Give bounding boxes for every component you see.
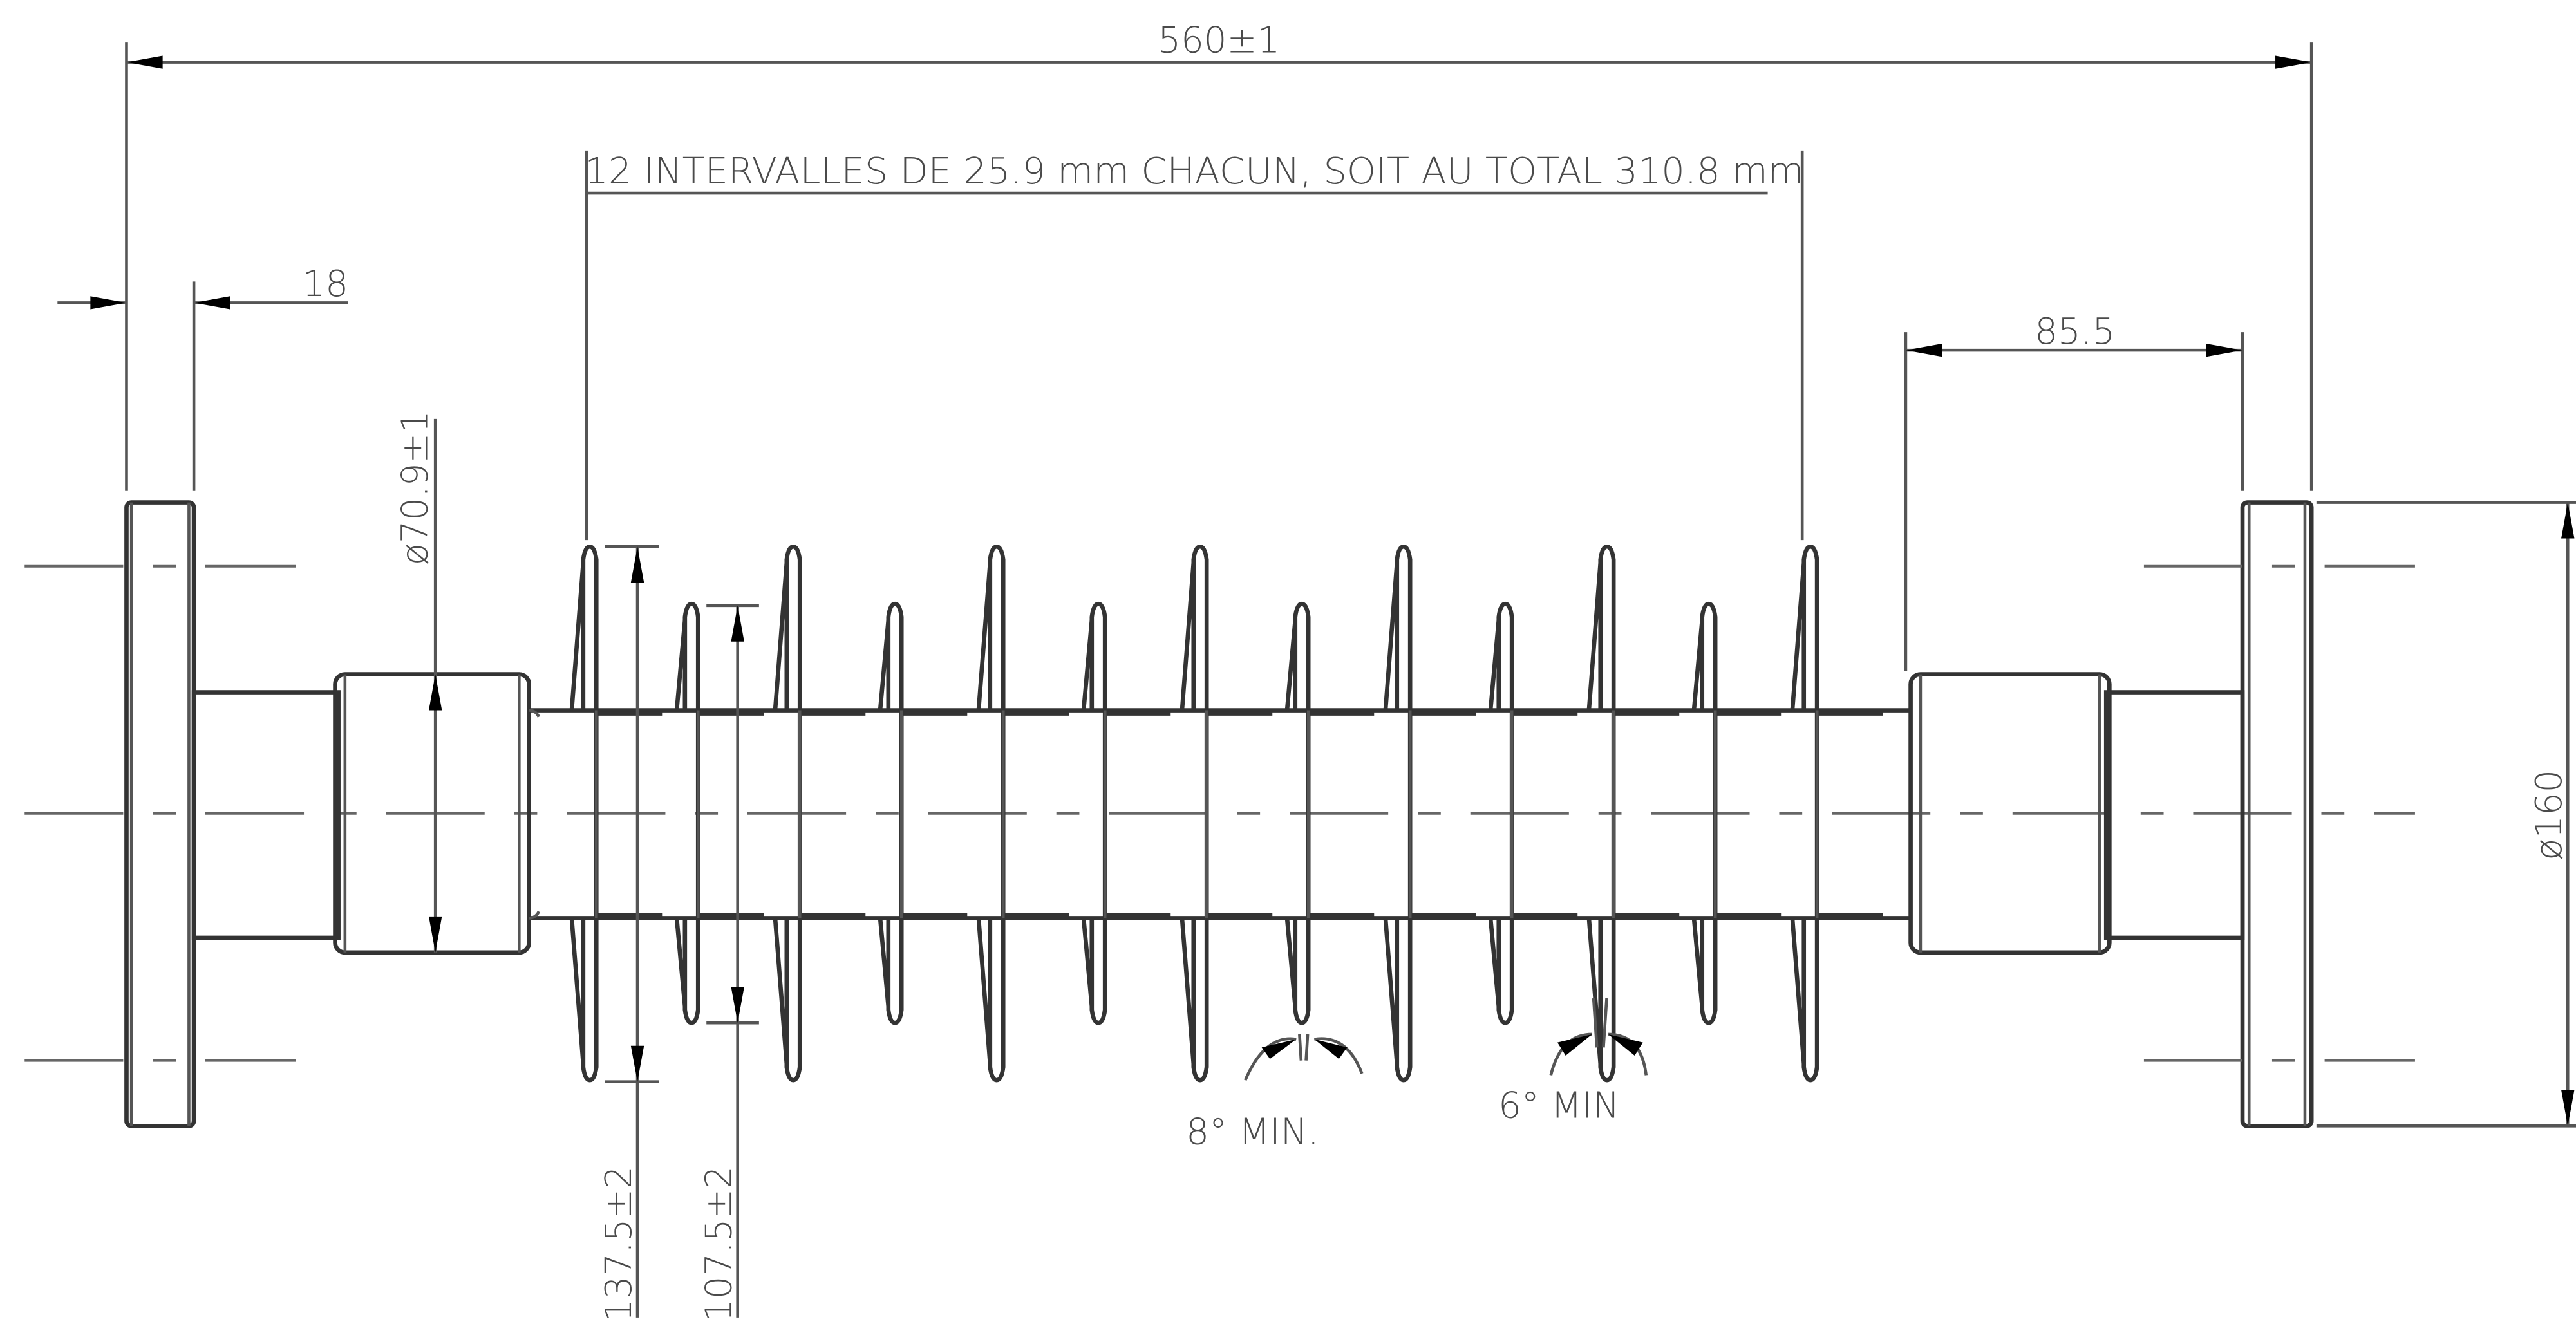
small-shed-angle-label: 8° MIN. [1186,1111,1319,1153]
right-end-fitting [1908,672,2245,955]
overall-length-label: 560±1 [1158,19,1280,61]
end-fitting-label: 85.5 [2035,311,2115,353]
dim-core-diameter: ø70.9±1 [394,410,442,953]
intervals-note-label: 12 INTERVALLES DE 25.9 mm CHACUN, SOIT A… [585,151,1803,192]
left-end-fitting [191,672,531,955]
dim-large-shed: 137.5±2 [598,545,659,1322]
dim-end-fitting: 85.5 [1904,311,2244,671]
flange-thickness-label: 18 [303,263,348,305]
large-shed-angle-label: 6° MIN [1498,1085,1620,1127]
dim-flange-diameter: ø160 [2316,501,2576,1128]
flange-diameter-label: ø160 [2528,770,2570,861]
dim-overall-length: 560±1 [125,19,2313,491]
angle-small-shed: 8° MIN. [1186,1034,1364,1153]
sheds-group [569,544,1883,1083]
dim-intervals: 12 INTERVALLES DE 25.9 mm CHACUN, SOIT A… [585,151,1804,541]
core-diameter-label: ø70.9±1 [394,410,436,565]
dim-flange-thickness: 18 [57,263,348,491]
angle-large-shed: 6° MIN [1498,998,1648,1127]
dim-small-shed: 107.5±2 [698,604,759,1322]
small-shed-label: 107.5±2 [698,1166,740,1322]
large-shed-label: 137.5±2 [598,1166,640,1322]
insulator-core [529,708,1911,920]
